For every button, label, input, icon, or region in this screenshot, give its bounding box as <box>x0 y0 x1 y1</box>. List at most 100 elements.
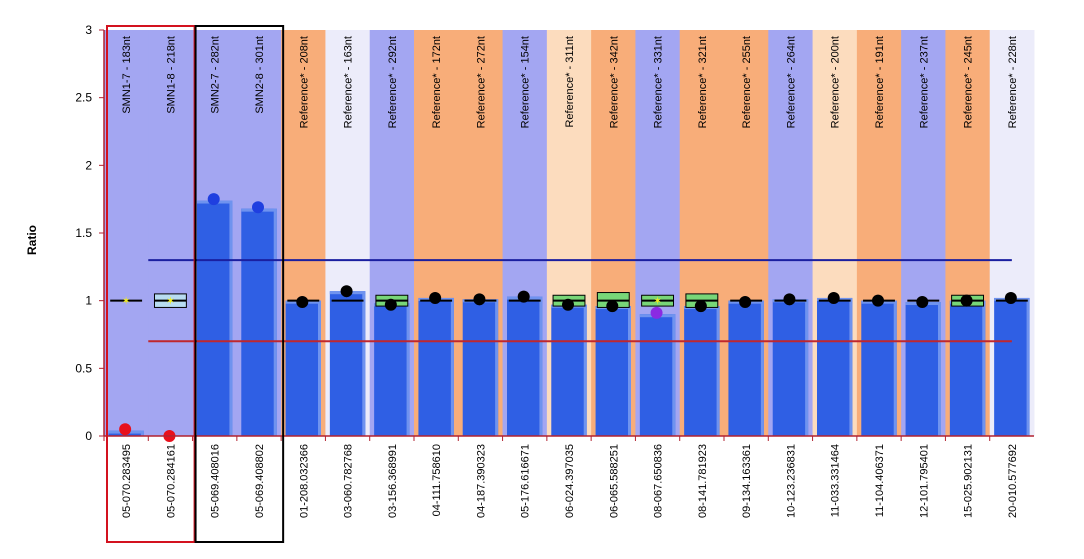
data-bar <box>595 306 631 436</box>
probe-labels-layer: SMN1-7 - 183nt SMN1-8 - 218nt SMN2-7 - 282… <box>121 36 1019 128</box>
star-marker: ✶ <box>653 295 662 308</box>
x-category-label: 04-111.758610 <box>431 444 443 516</box>
sample-point <box>694 300 707 313</box>
data-bar-edge <box>406 303 410 436</box>
data-bar-edge <box>362 291 366 436</box>
probe-label: Reference* - 163nt <box>343 36 355 128</box>
data-bar <box>462 299 499 436</box>
probe-label: Reference* - 191nt <box>874 36 886 128</box>
probe-label: Reference* - 264nt <box>785 36 797 128</box>
x-category-label: 05-070.283495 <box>121 444 133 518</box>
sample-point <box>1004 291 1017 304</box>
column-shade <box>148 30 194 436</box>
sample-point <box>384 298 397 311</box>
x-category-label: 05-070.284161 <box>165 444 177 518</box>
data-bar-edge <box>495 299 499 436</box>
x-category-label: 08-141.781923 <box>697 444 709 518</box>
probe-label: Reference* - 200nt <box>830 36 842 128</box>
star-marker: ✶ <box>122 295 131 308</box>
data-bar <box>905 302 941 436</box>
data-bar <box>684 306 720 436</box>
sample-point <box>960 294 973 307</box>
sample-point <box>340 285 353 298</box>
x-category-label: 15-025.902131 <box>963 444 975 518</box>
x-category-label: 06-024.397035 <box>564 444 576 518</box>
x-category-label: 08-067.650836 <box>653 444 665 518</box>
y-tick-label: 2 <box>85 158 92 172</box>
threshold-lines-layer <box>148 259 1012 343</box>
y-tick-label: 1 <box>85 294 92 308</box>
data-bar <box>374 303 410 436</box>
y-tick-label: 1.5 <box>75 226 92 240</box>
sample-point <box>872 294 884 307</box>
probe-group-boxes <box>106 25 285 543</box>
data-bar-edge <box>805 299 809 436</box>
sample-point <box>650 306 663 319</box>
probe-label: Reference* - 255nt <box>741 36 753 128</box>
probe-label: Reference* - 292nt <box>387 36 399 128</box>
probe-label: Reference* - 245nt <box>963 36 975 128</box>
data-bar-edge <box>760 300 764 436</box>
probe-label: Reference* - 154nt <box>520 36 532 128</box>
x-category-label: 05-176.616671 <box>520 444 532 518</box>
axes-layer: 0 0.5 1 1.5 2 2.5 3 05-070.283495 05-070.284161 0… <box>75 23 1034 518</box>
x-category-label: 12-101.795401 <box>918 444 930 518</box>
y-tick-label: 2.5 <box>75 91 92 105</box>
data-bar-edge <box>893 300 897 436</box>
data-bar <box>197 200 233 436</box>
sample-point <box>517 290 530 303</box>
column-shade <box>104 30 149 436</box>
probe-label: Reference* - 237nt <box>918 36 930 128</box>
sample-point <box>916 296 929 309</box>
probe-label: SMN1-7 - 183nt <box>121 36 133 114</box>
data-bar-edge <box>716 306 720 436</box>
sample-point <box>562 298 574 311</box>
data-bar-edge <box>849 297 853 436</box>
x-category-label: 03-060.782768 <box>343 444 355 518</box>
sample-points-layer <box>119 193 1017 442</box>
sample-point <box>739 296 752 309</box>
group-box-smn2 <box>194 25 285 543</box>
sample-point <box>119 423 132 436</box>
group-box-smn1 <box>106 25 196 543</box>
probe-label: Reference* - 208nt <box>298 36 310 128</box>
data-bar <box>772 299 809 436</box>
sample-point <box>252 201 264 214</box>
probe-label: Reference* - 228nt <box>1007 36 1019 128</box>
data-bar-edge <box>273 208 277 436</box>
x-category-label: 10-123.236831 <box>785 444 797 518</box>
data-bar-edge <box>229 200 233 436</box>
data-bar-edge <box>318 300 321 436</box>
probe-label: SMN1-8 - 218nt <box>165 36 177 114</box>
probe-label: Reference* - 331nt <box>653 36 665 128</box>
data-bar <box>994 297 1030 436</box>
x-category-label: 09-134.163361 <box>741 444 753 518</box>
data-bar-edge <box>450 297 454 436</box>
probe-label: Reference* - 172nt <box>431 36 443 128</box>
data-bar-edge <box>672 314 676 436</box>
probe-label: SMN2-8 - 301nt <box>254 36 266 114</box>
x-category-label: 11-104.406371 <box>874 444 886 517</box>
data-bar <box>418 297 454 436</box>
data-bar <box>861 300 897 436</box>
y-axis-title: Ratio <box>25 225 39 255</box>
sample-point <box>296 296 309 309</box>
x-category-label: 06-065.588251 <box>608 444 620 518</box>
y-tick-label: 0.5 <box>75 361 92 375</box>
data-bar-edge <box>539 296 543 436</box>
sample-point <box>429 291 442 304</box>
data-bar <box>551 304 587 436</box>
data-bar <box>949 300 986 436</box>
sample-point <box>783 293 796 306</box>
x-category-label: 04-187.390323 <box>475 444 487 518</box>
sample-point <box>207 193 220 206</box>
data-bar <box>728 300 764 436</box>
x-category-label: 05-069.408802 <box>254 444 266 518</box>
sample-point <box>473 293 486 306</box>
probe-label: Reference* - 311nt <box>564 36 576 128</box>
bars-layer <box>108 200 1030 436</box>
y-tick-label: 0 <box>85 429 92 443</box>
x-category-label: 05-069.408016 <box>210 444 222 518</box>
data-bar-edge <box>938 302 941 436</box>
